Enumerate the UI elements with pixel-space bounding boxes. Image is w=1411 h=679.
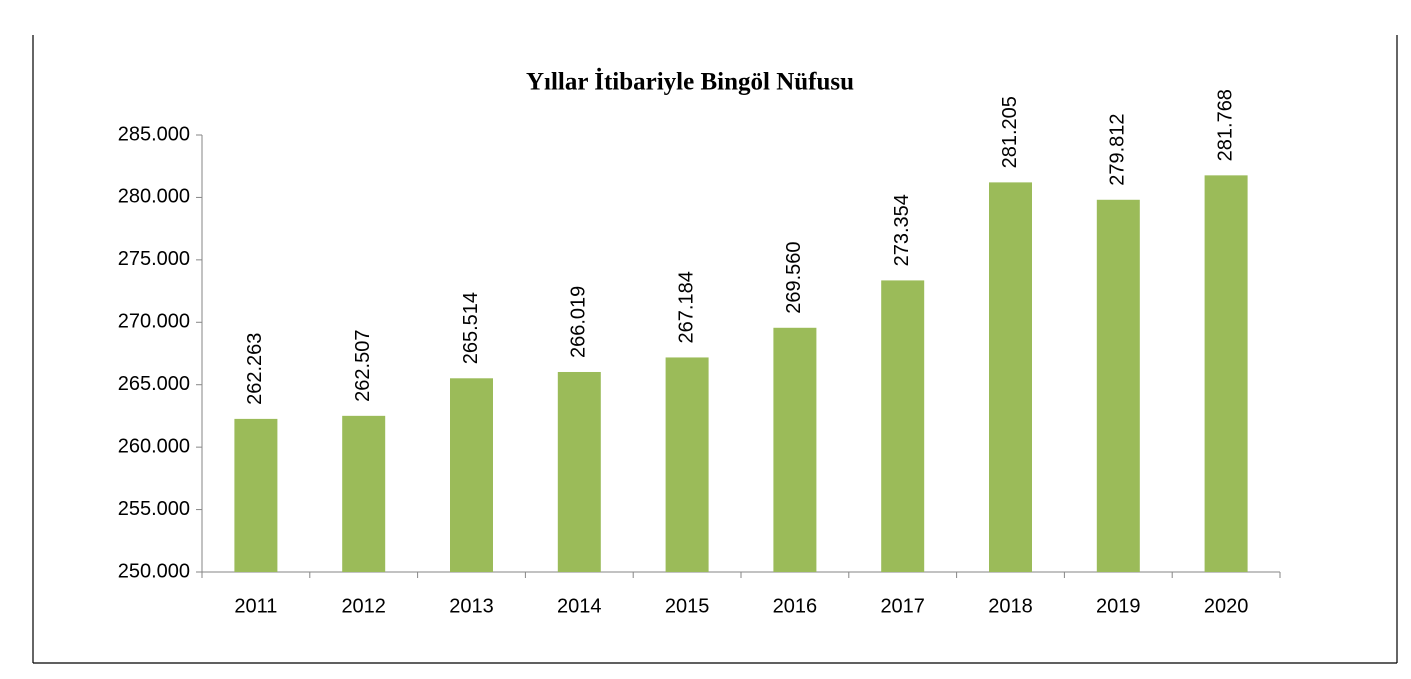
- bar: [773, 327, 817, 572]
- y-tick-label: 250.000: [118, 560, 190, 582]
- data-label: 266.019: [568, 286, 590, 358]
- y-tick-label: 270.000: [118, 311, 190, 333]
- y-tick-label: 280.000: [118, 186, 190, 208]
- x-tick-label: 2017: [880, 595, 925, 617]
- bar: [1096, 199, 1140, 572]
- x-tick-label: 2016: [773, 595, 818, 617]
- y-tick-label: 265.000: [118, 373, 190, 395]
- y-tick-label: 285.000: [118, 123, 190, 145]
- chart-title: Yıllar İtibariyle Bingöl Nüfusu: [526, 68, 854, 96]
- data-label: 262.263: [244, 333, 266, 405]
- x-tick-label: 2020: [1204, 595, 1249, 617]
- y-tick-label: 275.000: [118, 248, 190, 270]
- bar: [234, 418, 278, 572]
- bar: [665, 357, 709, 572]
- x-tick-label: 2018: [988, 595, 1033, 617]
- bar: [989, 182, 1032, 572]
- bar: [342, 415, 386, 572]
- data-label: 279.812: [1107, 113, 1129, 185]
- x-tick-label: 2012: [341, 595, 386, 617]
- data-label: 281.768: [1214, 89, 1236, 161]
- x-tick-label: 2019: [1096, 595, 1141, 617]
- data-label: 269.560: [783, 241, 805, 313]
- x-tick-label: 2015: [665, 595, 710, 617]
- x-tick-label: 2011: [234, 595, 277, 617]
- data-label: 267.184: [675, 271, 697, 343]
- frame: [32, 35, 1398, 664]
- bar: [557, 371, 601, 572]
- bar: [1204, 175, 1248, 573]
- data-label: 281.205: [999, 96, 1021, 168]
- x-tick-label: 2014: [557, 595, 602, 617]
- data-label: 265.514: [460, 292, 482, 364]
- data-label: 262.507: [352, 330, 374, 402]
- y-tick-label: 255.000: [118, 498, 190, 520]
- bar: [450, 378, 493, 572]
- y-tick-label: 260.000: [118, 435, 190, 457]
- data-label: 273.354: [891, 194, 913, 266]
- bar: [881, 280, 925, 572]
- x-tick-label: 2013: [449, 595, 494, 617]
